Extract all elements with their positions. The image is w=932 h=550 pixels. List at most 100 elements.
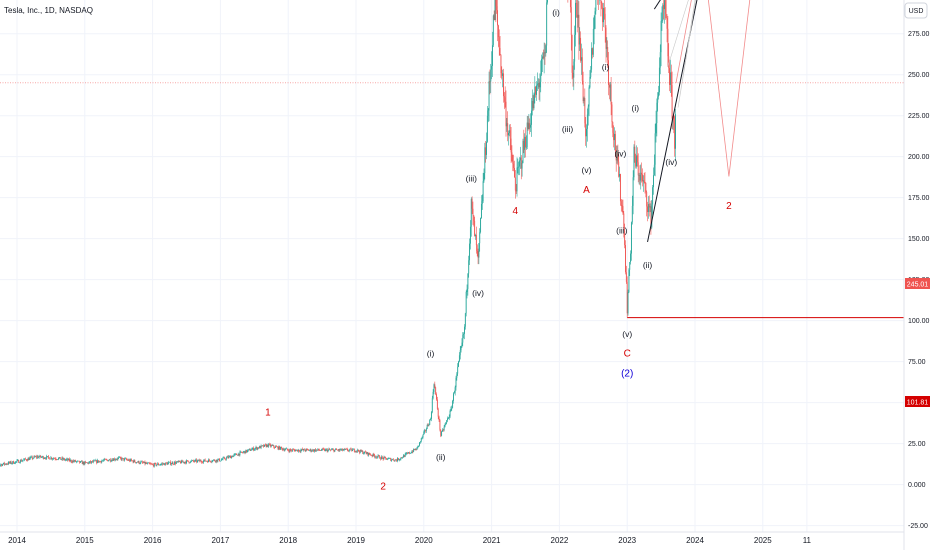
y-tick-label: 25.00 <box>908 441 926 448</box>
candle-body <box>208 459 210 461</box>
candle-body <box>336 449 338 451</box>
candle-body <box>651 204 653 228</box>
candle-body <box>321 448 323 451</box>
candle-body <box>147 462 149 464</box>
candle-body <box>75 460 76 462</box>
candle-body <box>334 449 336 452</box>
candle-body <box>358 449 359 452</box>
candle-body <box>342 450 344 451</box>
candle-body <box>247 449 249 451</box>
candle-body <box>19 462 20 464</box>
candle-body <box>369 454 371 456</box>
candle-body <box>275 446 276 448</box>
candle-body <box>578 14 580 45</box>
candle-body <box>230 456 232 459</box>
candle-body <box>187 460 189 462</box>
candle-body <box>43 458 45 459</box>
candle-body <box>111 459 113 461</box>
candle-body <box>45 458 47 459</box>
candle-body <box>311 450 313 452</box>
candle-body <box>318 448 320 451</box>
candle-body <box>116 459 118 460</box>
candle-body <box>86 462 87 463</box>
candle-body <box>254 448 256 450</box>
candle-body <box>152 464 154 465</box>
candle-body <box>251 449 253 451</box>
candle-body <box>537 83 539 85</box>
candle-body <box>408 452 410 454</box>
time-axis[interactable]: 2014 2015 2016 2017 2018 2019 2020 2021 2022 2023… <box>8 536 811 545</box>
candle-body <box>432 391 434 399</box>
candle-body <box>399 459 401 460</box>
candle-body <box>161 463 163 465</box>
candle-body <box>175 461 176 464</box>
candle-body <box>173 464 175 465</box>
candle-body <box>280 446 282 450</box>
candle-body <box>482 181 484 202</box>
candle-body <box>170 463 172 465</box>
candle-body <box>330 449 332 451</box>
candle-body <box>322 448 324 450</box>
candle-body <box>487 110 489 116</box>
candle-body <box>366 452 368 454</box>
candle-body <box>491 45 493 66</box>
candle-body <box>528 123 530 130</box>
candle-body <box>82 461 84 465</box>
candle-body <box>494 0 496 21</box>
candle-body <box>247 450 248 453</box>
candle-body <box>456 373 458 378</box>
candle-body <box>406 453 408 454</box>
candle-body <box>543 52 545 59</box>
candle-body <box>219 458 221 462</box>
candle-body <box>4 463 6 465</box>
candle-body <box>329 449 331 450</box>
candle-body <box>233 454 235 456</box>
candle-body <box>497 10 498 26</box>
candle-body <box>586 114 588 129</box>
candle-body <box>448 416 450 419</box>
candle-body <box>413 448 415 452</box>
candle-body <box>298 449 300 452</box>
y-tick-label: 225.00 <box>908 113 930 120</box>
x-tick-label: 2017 <box>212 536 230 545</box>
candle-body <box>390 458 392 461</box>
currency-button[interactable]: USD <box>904 2 928 19</box>
candle-body <box>91 461 93 463</box>
candle-body <box>542 56 544 59</box>
candle-body <box>153 463 155 467</box>
candle-body <box>633 146 635 178</box>
candle-body <box>410 452 412 454</box>
x-tick-label: 2015 <box>76 536 94 545</box>
candle-body <box>610 84 612 105</box>
candle-body <box>349 448 351 450</box>
wave-label: (i) <box>552 8 560 18</box>
candle-body <box>630 253 632 262</box>
candle-body <box>14 461 16 464</box>
candle-body <box>171 462 173 464</box>
y-tick-label: -25.00 <box>908 523 928 530</box>
candle-body <box>626 281 628 314</box>
candle-body <box>340 449 342 451</box>
candle-body <box>470 198 472 227</box>
candle-body <box>547 0 548 3</box>
candle-body <box>634 146 636 157</box>
candle-body <box>85 461 87 463</box>
candle-body <box>150 463 152 465</box>
candle-body <box>164 463 165 466</box>
candle-body <box>430 418 432 420</box>
x-tick-label: 2016 <box>144 536 162 545</box>
candle-body <box>169 461 171 465</box>
candle-body <box>203 459 205 461</box>
candle-body <box>389 458 391 459</box>
wave-label: C <box>624 349 631 360</box>
candle-body <box>99 461 101 462</box>
candles-layer <box>0 0 676 468</box>
candle-body <box>144 461 146 465</box>
candle-body <box>437 408 439 417</box>
candle-body <box>627 292 629 314</box>
candle-body <box>493 15 495 21</box>
candle-body <box>319 450 321 451</box>
candle-body <box>114 458 115 461</box>
candle-body <box>538 83 540 88</box>
